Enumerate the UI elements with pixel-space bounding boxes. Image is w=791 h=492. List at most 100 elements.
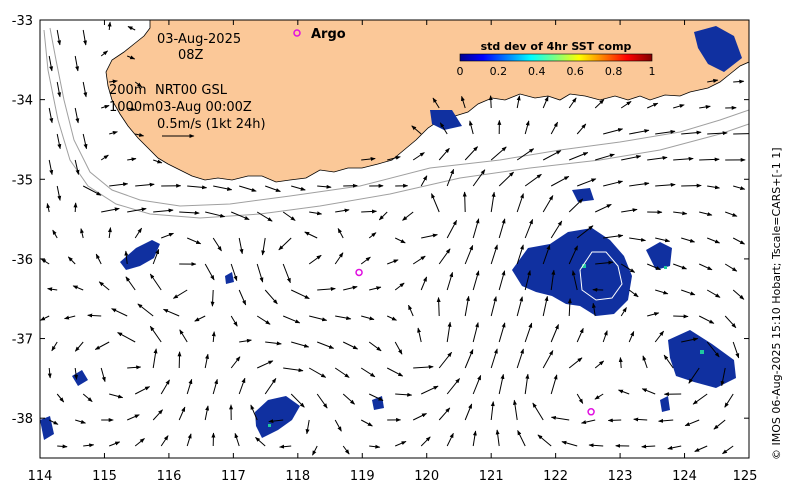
velocity-arrow (642, 355, 648, 369)
velocity-arrow (461, 95, 466, 109)
velocity-arrow (231, 211, 250, 221)
velocity-arrow (647, 155, 668, 161)
x-tick-label: 123 (608, 469, 633, 484)
velocity-arrow (542, 295, 549, 317)
velocity-arrow (707, 131, 728, 136)
velocity-arrow (361, 315, 375, 321)
velocity-arrow (516, 148, 535, 161)
velocity-arrow (361, 156, 376, 161)
velocity-arrow (550, 121, 559, 135)
velocity-arrow (127, 157, 137, 162)
velocity-arrow (317, 341, 335, 349)
velocity-arrow (109, 393, 124, 399)
velocity-arrow (56, 81, 62, 98)
velocity-arrow (386, 315, 397, 321)
velocity-arrow (74, 341, 84, 352)
velocity-arrow (420, 385, 439, 395)
velocity-arrow (594, 99, 605, 109)
velocity-arrow (82, 185, 102, 196)
velocity-arrow (342, 445, 350, 455)
velocity-arrow (308, 367, 327, 378)
velocity-arrow (368, 341, 382, 352)
velocity-arrow (663, 354, 674, 369)
velocity-arrow (692, 393, 708, 405)
velocity-arrow (47, 287, 58, 292)
velocity-arrow (394, 282, 405, 291)
velocity-arrow (490, 348, 498, 369)
velocity-arrow (282, 263, 291, 284)
velocity-arrow (446, 219, 458, 239)
x-axis-labels: 114 115 116 117 118 119 120 121 122 123 … (28, 469, 758, 484)
velocity-arrow (517, 430, 526, 447)
velocity-arrow (516, 244, 524, 265)
velocity-arrow (699, 211, 713, 216)
velocity-arrow (498, 270, 506, 291)
velocity-arrow (417, 327, 422, 343)
velocity-arrow (446, 321, 452, 343)
velocity-arrow (595, 153, 615, 161)
velocity-arrow (82, 81, 88, 98)
velocity-arrow (109, 130, 118, 135)
velocity-arrow (360, 419, 373, 427)
velocity-arrow (335, 208, 350, 213)
colorbar-title: std dev of 4hr SST comp (481, 40, 632, 53)
velocity-arrow (239, 338, 252, 343)
velocity-arrow (109, 79, 118, 84)
velocity-arrow (498, 322, 506, 343)
velocity-arrow (420, 175, 428, 187)
colorbar-tick: 1 (649, 65, 656, 78)
velocity-arrow (134, 227, 143, 239)
velocity-arrow (620, 100, 632, 109)
x-tick-label: 115 (92, 469, 117, 484)
velocity-arrow (67, 256, 76, 265)
x-tick-label: 122 (543, 469, 568, 484)
velocity-arrow (316, 393, 328, 409)
velocity-arrow (46, 203, 51, 213)
velocity-arrow (80, 228, 84, 239)
velocity-arrow (431, 193, 440, 213)
velocity-arrow (137, 303, 154, 317)
velocity-arrow (126, 414, 140, 421)
velocity-arrow (673, 314, 689, 319)
velocity-arrow (368, 393, 384, 401)
velocity-arrow (411, 125, 422, 135)
velocity-arrow (51, 341, 58, 352)
velocity-arrow (48, 159, 54, 176)
velocity-arrow (412, 413, 427, 421)
velocity-arrow (211, 331, 216, 343)
velocity-arrow (109, 441, 121, 447)
velocity-arrow (733, 185, 746, 190)
velocity-arrow (655, 237, 671, 243)
velocity-arrow (343, 285, 358, 291)
velocity-arrow (111, 308, 128, 317)
velocity-arrow (498, 373, 505, 395)
velocity-arrow (667, 445, 682, 450)
velocity-arrow (335, 315, 352, 321)
velocity-arrow (490, 146, 507, 161)
velocity-arrow (291, 341, 310, 348)
velocity-arrow (82, 393, 93, 402)
depth-label: 200m (109, 83, 146, 98)
velocity-arrow (255, 437, 266, 447)
colorbar: std dev of 4hr SST comp 0 0.2 0.4 0.6 0.… (457, 40, 656, 78)
velocity-arrow (308, 254, 322, 265)
velocity-arrow (412, 152, 425, 161)
velocity-arrow (127, 26, 136, 31)
velocity-arrow (74, 159, 80, 175)
velocity-arrow (550, 175, 570, 187)
velocity-arrow (290, 289, 310, 300)
velocity-arrow (568, 97, 577, 109)
y-tick-label: -37 (12, 333, 33, 348)
velocity-arrow (464, 244, 474, 265)
velocity-arrow (694, 445, 708, 452)
velocity-arrow (187, 237, 202, 245)
velocity-arrow (620, 307, 627, 317)
velocity-arrow (283, 367, 304, 373)
velocity-arrow (64, 315, 76, 320)
velocity-arrow (537, 434, 552, 447)
velocity-arrow (256, 263, 264, 283)
velocity-arrow (279, 444, 292, 449)
velocity-arrow (395, 392, 413, 397)
velocity-arrow (135, 132, 145, 137)
velocity-arrow (439, 122, 448, 135)
